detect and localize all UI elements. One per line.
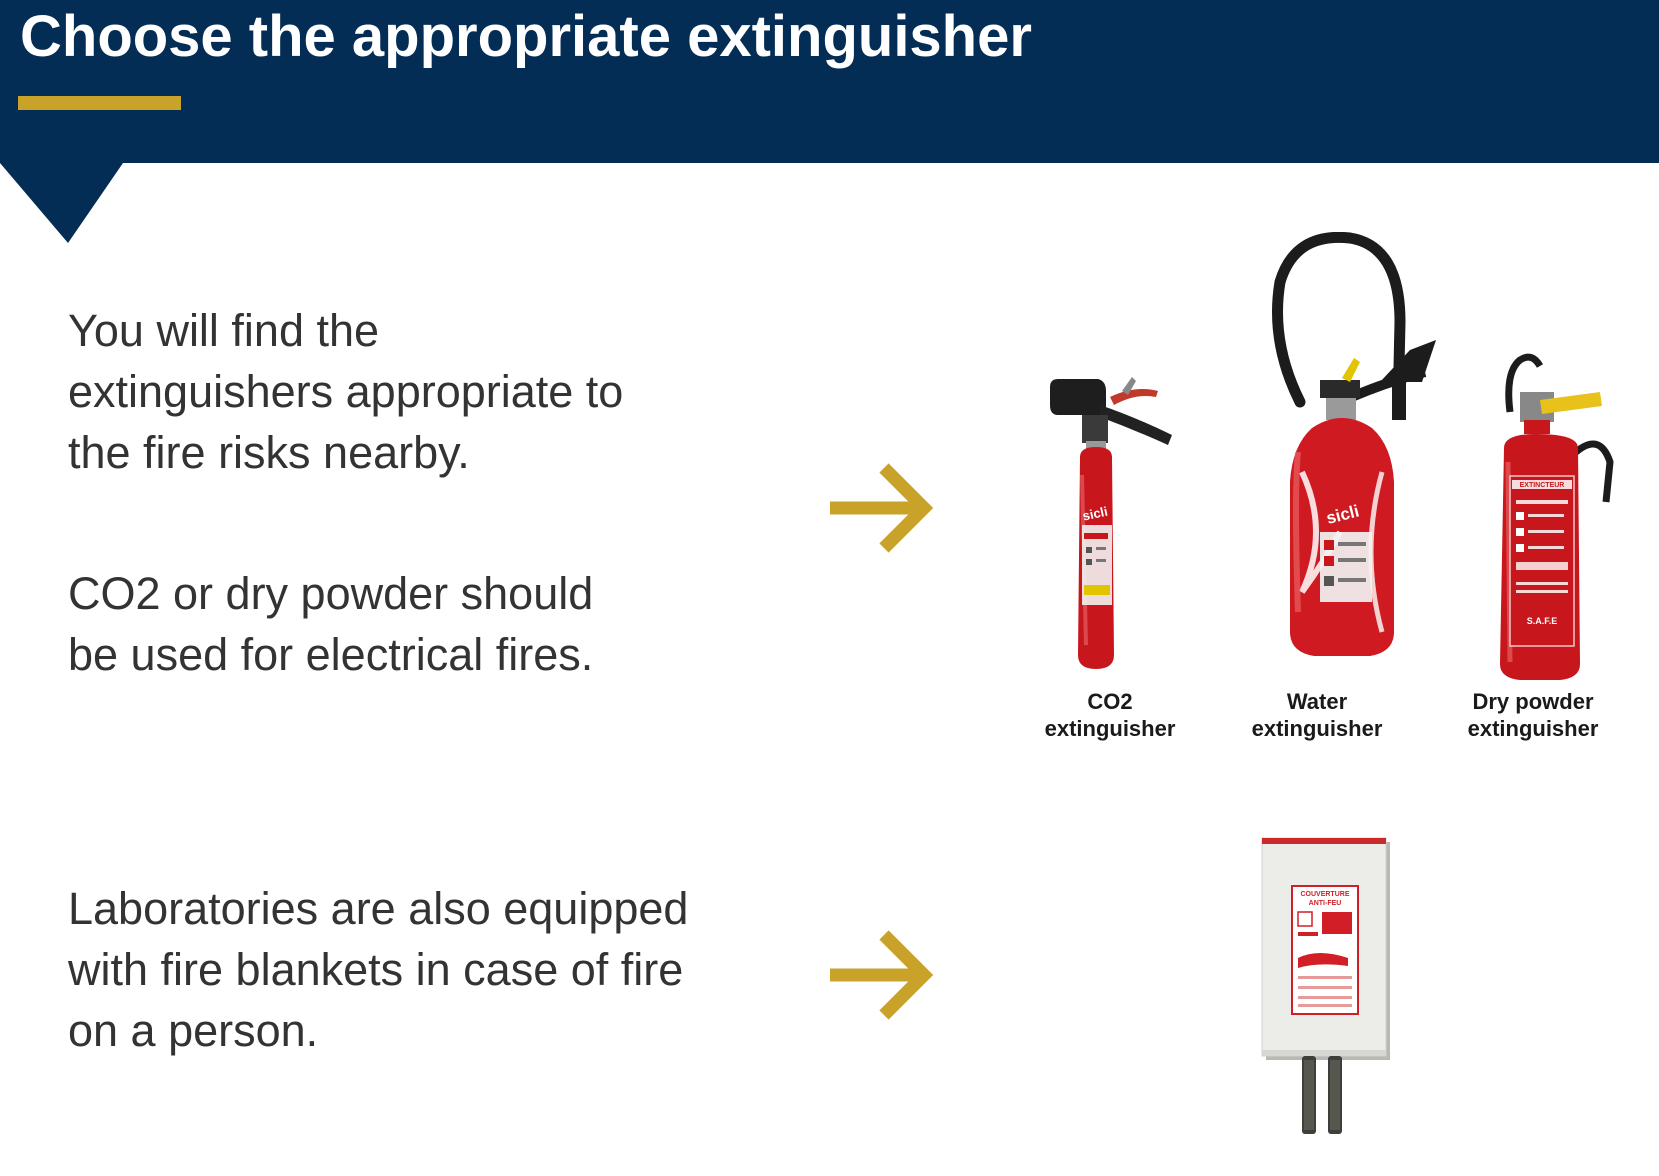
header-pointer-triangle [0,163,123,243]
blanket-label: COUVERTURE [1300,891,1349,898]
water-extinguisher-caption: Water extinguisher [1227,688,1407,742]
slide-header: Choose the appropriate extinguisher [0,0,1659,163]
dry-powder-extinguisher-caption: Dry powder extinguisher [1443,688,1623,742]
water-extinguisher-image: sicli [1272,232,1436,656]
paragraph-electrical-fires: CO2 or dry powder should be used for ele… [68,563,708,685]
slide-title: Choose the appropriate extinguisher [20,4,1032,69]
paragraph-line: be used for electrical fires. [68,629,594,680]
paragraph-nearby-extinguishers: You will find the extinguishers appropri… [68,300,708,483]
product-label: EXTINCTEUR [1520,482,1565,489]
caption-line: extinguisher [1251,716,1383,741]
paragraph-fire-blankets: Laboratories are also equipped with fire… [68,878,788,1061]
paragraph-line: with fire blankets in case of fire [68,944,684,995]
dry-powder-extinguisher-image: EXTINCTEUR S.A.F.E [1500,353,1614,680]
paragraph-line: CO2 or dry powder should [68,568,594,619]
caption-line: extinguisher [1044,716,1176,741]
caption-line: extinguisher [1467,716,1599,741]
arrow-right-icon [830,930,934,1020]
brand-label: sicli [1081,504,1109,524]
paragraph-line: on a person. [68,1005,319,1056]
caption-line: CO2 [1087,689,1133,714]
paragraph-line: the fire risks nearby. [68,427,470,478]
title-accent-bar [18,96,181,110]
co2-extinguisher-image: sicli [1050,377,1172,669]
arrow-right-icon [830,463,934,553]
caption-line: Water [1286,689,1348,714]
fire-blanket-image: COUVERTURE ANTI-FEU [1261,837,1390,1134]
brand-label: S.A.F.E [1527,616,1558,626]
paragraph-line: Laboratories are also equipped [68,883,689,934]
paragraph-line: extinguishers appropriate to [68,366,624,417]
co2-extinguisher-caption: CO2 extinguisher [1020,688,1200,742]
caption-line: Dry powder [1472,689,1594,714]
paragraph-line: You will find the [68,305,380,356]
blanket-label: ANTI-FEU [1309,900,1342,907]
